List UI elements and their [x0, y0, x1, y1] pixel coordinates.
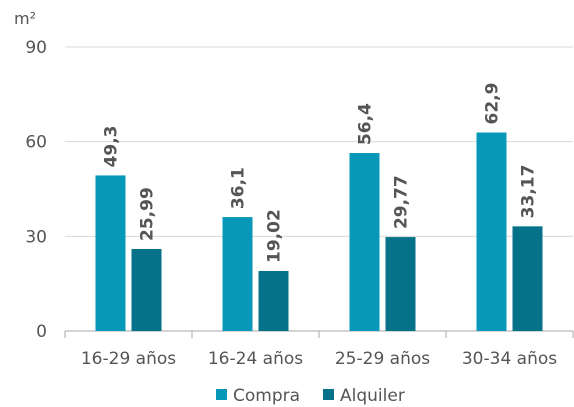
bar-compra: [476, 132, 507, 331]
y-tick-label: 30: [25, 227, 47, 247]
legend: Compra Alquiler: [216, 386, 405, 406]
category-label: 16-24 años: [208, 349, 303, 369]
y-axis-unit-label: m²: [14, 9, 36, 28]
bar-compra: [349, 153, 380, 331]
data-label: 33,17: [519, 165, 539, 219]
data-labels: 49,3 25,99 36,1 19,02 56,4 29,77 62,9 33,17: [102, 83, 539, 263]
bar-compra: [222, 217, 253, 331]
legend-label-compra: Compra: [233, 386, 300, 406]
data-label: 36,1: [229, 167, 249, 209]
data-label: 56,4: [356, 103, 376, 145]
bar-compra: [95, 175, 126, 331]
data-label: 62,9: [483, 83, 503, 125]
data-label: 19,02: [265, 209, 285, 263]
y-axis: 0 30 60 90: [25, 38, 47, 342]
x-axis: 16-29 años 16-24 años 25-29 años 30-34 años: [64, 331, 574, 369]
data-label: 25,99: [138, 187, 158, 241]
legend-label-alquiler: Alquiler: [340, 386, 405, 406]
category-label: 16-29 años: [81, 349, 176, 369]
bar-alquiler: [512, 226, 543, 331]
bar-alquiler: [258, 270, 289, 331]
y-tick-label: 90: [25, 38, 47, 58]
legend-swatch-alquiler: [323, 389, 334, 400]
data-label: 49,3: [102, 125, 122, 167]
bar-alquiler: [385, 237, 416, 331]
data-label: 29,77: [392, 175, 412, 229]
bar-alquiler: [131, 248, 162, 331]
y-tick-label: 0: [36, 322, 47, 342]
bars: [95, 132, 543, 331]
category-label: 30-34 años: [462, 349, 557, 369]
category-label: 25-29 años: [335, 349, 430, 369]
y-tick-label: 60: [25, 133, 47, 153]
legend-swatch-compra: [216, 389, 227, 400]
